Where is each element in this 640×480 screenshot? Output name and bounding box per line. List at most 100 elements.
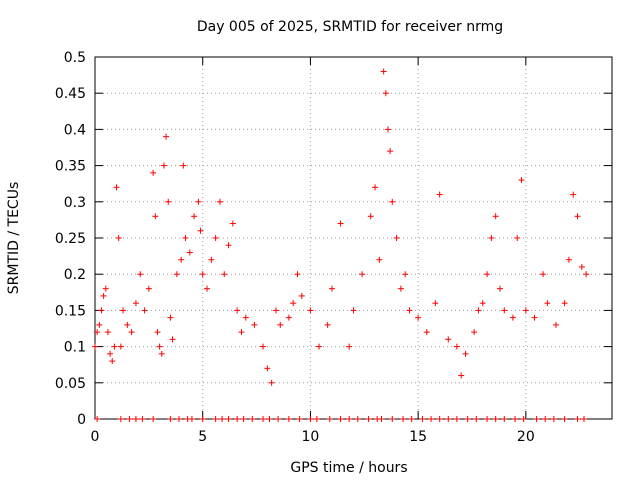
data-point-zero: [139, 416, 146, 422]
data-point: [141, 307, 148, 314]
data-point: [509, 314, 516, 321]
data-point: [111, 343, 118, 350]
data-point: [182, 235, 189, 241]
data-point: [298, 292, 305, 299]
data-point: [260, 343, 267, 350]
data-point-zero: [354, 416, 361, 422]
data-point: [152, 213, 159, 220]
y-tick-label: 0.05: [55, 376, 86, 392]
data-point-zero: [296, 416, 303, 422]
data-point-zero: [94, 416, 101, 422]
data-point: [514, 235, 521, 241]
data-point: [389, 198, 396, 205]
data-point-zero: [389, 416, 396, 422]
data-point: [522, 307, 529, 314]
data-point: [290, 300, 297, 307]
data-point: [100, 292, 107, 299]
data-point-zero: [419, 416, 426, 422]
x-tick-label: 20: [517, 429, 535, 445]
data-point-zero: [445, 416, 452, 422]
data-point-zero: [574, 416, 581, 422]
y-tick-label: 0.15: [55, 303, 86, 319]
data-point-zero: [365, 416, 372, 422]
data-point-zero: [378, 416, 385, 422]
data-point: [137, 271, 144, 278]
data-point: [393, 235, 400, 241]
data-point: [397, 285, 404, 292]
x-tick-label: 10: [302, 429, 320, 445]
data-point: [453, 343, 460, 350]
data-point-zero: [188, 416, 195, 422]
data-point-zero: [240, 416, 247, 422]
data-point: [544, 300, 551, 307]
data-point: [199, 271, 206, 278]
x-tick-label: 15: [409, 429, 427, 445]
data-point: [98, 307, 105, 314]
data-point-zero: [117, 416, 124, 422]
data-point: [578, 263, 585, 270]
y-tick-label: 0.5: [64, 50, 86, 66]
data-point: [346, 343, 353, 350]
axis-ticks: 0 0.05 0.1 0.15 0.2 0.25 0.3 0.35 0.4 0.45 0.5 0 5 10…: [55, 50, 612, 445]
data-point: [115, 235, 122, 241]
data-point-zero: [473, 416, 480, 422]
data-point-zero: [512, 416, 519, 422]
data-point: [204, 285, 211, 292]
data-point: [173, 271, 180, 278]
data-point-zero: [542, 416, 549, 422]
data-point-zero: [346, 416, 353, 422]
data-point: [238, 329, 245, 336]
chart-title: Day 005 of 2025, SRMTID for receiver nrm…: [197, 19, 503, 35]
data-point-zero: [266, 416, 273, 422]
data-point-zero: [212, 416, 219, 422]
data-point: [359, 271, 366, 278]
data-point: [156, 343, 163, 350]
data-point-zero: [176, 416, 183, 422]
data-point: [307, 307, 314, 314]
data-point: [406, 307, 413, 314]
data-point: [475, 307, 482, 314]
data-point: [124, 321, 131, 328]
data-point-zero: [285, 416, 292, 422]
data-point: [484, 271, 491, 278]
data-point: [324, 321, 331, 328]
data-point: [195, 198, 202, 205]
data-point: [186, 249, 193, 256]
data-point: [376, 256, 383, 263]
data-point: [163, 133, 170, 140]
data-point: [328, 285, 335, 292]
y-tick-label: 0: [77, 412, 86, 428]
data-point-zero: [408, 416, 415, 422]
data-point: [501, 307, 508, 314]
data-point: [471, 329, 478, 336]
data-point: [384, 126, 391, 133]
data-point: [109, 358, 116, 365]
data-point: [387, 148, 394, 155]
y-axis-label: SRMTID / TECUs: [6, 182, 22, 295]
y-tick-label: 0.1: [64, 340, 86, 356]
data-point: [488, 235, 495, 241]
x-tick-label: 5: [198, 429, 207, 445]
data-point: [132, 300, 139, 307]
data-point: [496, 285, 503, 292]
plot-frame: [94, 56, 613, 420]
data-point: [104, 329, 111, 336]
data-point: [561, 300, 568, 307]
y-tick-label: 0.3: [64, 195, 86, 211]
data-point: [216, 198, 223, 205]
data-point-zero: [501, 416, 508, 422]
data-point-zero: [453, 416, 460, 422]
data-point: [264, 365, 271, 372]
data-point: [570, 191, 577, 198]
data-point: [154, 329, 161, 336]
data-point-zero: [428, 416, 435, 422]
data-points: [92, 68, 590, 422]
data-point: [242, 314, 249, 321]
data-point: [167, 314, 174, 321]
data-point: [531, 314, 538, 321]
data-point-zero: [580, 416, 587, 422]
data-point: [583, 271, 590, 278]
data-point: [423, 329, 430, 336]
data-point: [294, 271, 301, 278]
